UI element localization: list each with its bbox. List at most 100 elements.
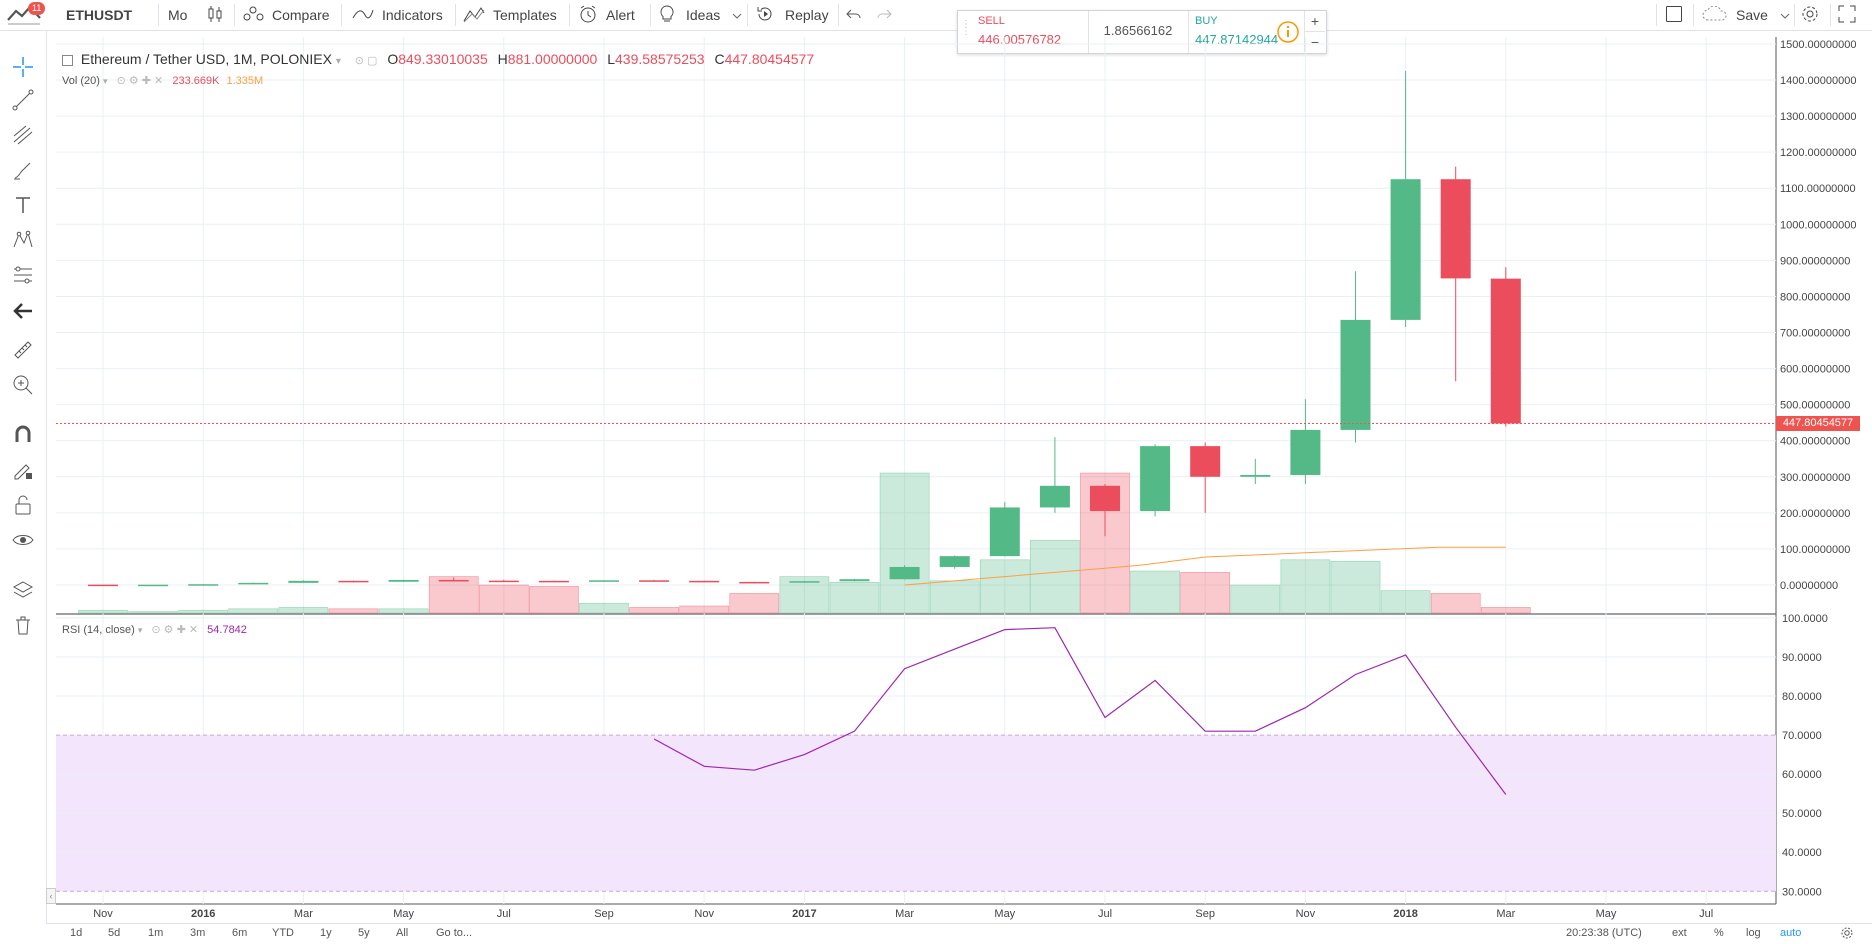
hide-toolbar-button[interactable] (10, 300, 36, 326)
pattern-tool[interactable] (10, 229, 36, 255)
top-toolbar: 11 ETHUSDT Mo Compare Indicators Templat… (0, 0, 1872, 31)
interval-button[interactable]: Mo (168, 7, 188, 23)
time-tick-label: Mar (294, 908, 313, 920)
plus-button[interactable]: + (1304, 11, 1325, 32)
ideas-button[interactable]: Ideas (658, 0, 742, 30)
candle-body (1039, 485, 1070, 508)
range-all[interactable]: All (396, 927, 409, 939)
rsi-legend: RSI (14, close) ▾ ⊙ ⚙ ✚ ✕ 54.7842 (62, 623, 247, 636)
collapse-legend-icon[interactable] (62, 54, 73, 66)
lock-drawings-tool[interactable] (10, 494, 36, 520)
drag-handle[interactable]: ⋮ ⋮ (961, 19, 971, 37)
range-3m[interactable]: 3m (190, 927, 206, 939)
hide-drawings-tool[interactable] (10, 529, 36, 555)
volume-bar (579, 602, 629, 614)
trendline-icon (12, 89, 34, 116)
settings-button[interactable] (1800, 0, 1820, 30)
indicators-button[interactable]: Indicators (352, 0, 443, 30)
candle-body (1090, 485, 1120, 512)
buy-button[interactable]: BUY 447.87142944 (1188, 11, 1287, 53)
clock-time[interactable]: 20:23:38 (UTC) (1566, 927, 1642, 939)
chart-type-button[interactable] (207, 0, 223, 30)
redo-button[interactable] (876, 0, 892, 30)
prediction-tool[interactable] (10, 264, 36, 290)
auto-toggle[interactable]: auto (1780, 927, 1802, 939)
menu-logo[interactable]: 11 (6, 0, 46, 30)
gear-icon (1800, 4, 1820, 27)
stay-in-drawing-tool[interactable] (10, 459, 36, 485)
volume-bar (278, 607, 329, 614)
sell-button[interactable]: SELL 446.00576782 (972, 11, 1089, 53)
log-toggle[interactable]: log (1746, 927, 1761, 939)
close-label: C (714, 51, 725, 67)
minus-button[interactable]: − (1304, 32, 1325, 52)
chevron-down-icon[interactable]: ▾ (137, 625, 143, 635)
series-title: Ethereum / Tether USD, 1M, POLONIEX (80, 51, 332, 67)
rsi-tick-label: 30.0000 (1782, 886, 1822, 898)
buy-label: BUY (1195, 15, 1218, 27)
open-label: O (387, 51, 399, 67)
candle-body (188, 584, 219, 586)
ext-toggle[interactable]: ext (1672, 927, 1687, 939)
crosshair-tool[interactable] (10, 56, 36, 82)
chevron-down-icon[interactable]: ▾ (335, 56, 341, 67)
info-button[interactable] (1276, 20, 1300, 49)
volume-bar (1230, 584, 1281, 614)
object-tree-tool[interactable] (10, 579, 36, 605)
symbol-search[interactable]: ETHUSDT (66, 7, 133, 23)
volume-legend: Vol (20) ▾ ⊙ ⚙ ✚ ✕ 233.669K 1.335M (62, 74, 263, 87)
volume-bar (1080, 472, 1130, 614)
percent-toggle[interactable]: % (1714, 927, 1724, 939)
volume-bar (829, 581, 880, 614)
range-ytd[interactable]: YTD (272, 927, 294, 939)
candle-body (1490, 278, 1521, 424)
rsi-settings-icons[interactable]: ⊙ ⚙ ✚ ✕ (151, 624, 199, 636)
zoom-tool[interactable] (10, 374, 36, 400)
candle-body (1390, 179, 1421, 320)
volume-bar (328, 608, 379, 614)
templates-icon (463, 5, 485, 26)
trendline-tool[interactable] (10, 89, 36, 115)
fib-tool[interactable] (10, 124, 36, 150)
templates-button[interactable]: Templates (463, 0, 557, 30)
chevron-down-icon[interactable]: ▾ (102, 76, 108, 86)
text-tool[interactable] (10, 194, 36, 220)
buy-price: 447.87142944 (1195, 32, 1279, 47)
time-tick-label: Nov (1296, 908, 1316, 920)
replay-button[interactable]: Replay (755, 0, 829, 30)
range-5y[interactable]: 5y (358, 927, 370, 939)
indicators-icon (352, 7, 374, 24)
range-6m[interactable]: 6m (232, 927, 248, 939)
undo-button[interactable] (846, 0, 862, 30)
gear-icon[interactable] (1840, 926, 1854, 943)
range-1y[interactable]: 1y (320, 927, 332, 939)
redo-icon (876, 7, 892, 24)
volume-bar (1030, 539, 1080, 614)
fullscreen-button[interactable] (1838, 0, 1856, 30)
panel-resize-handle[interactable]: ‹ (46, 888, 56, 904)
magnet-tool[interactable] (10, 423, 36, 449)
brush-tool[interactable] (10, 159, 36, 185)
range-1m[interactable]: 1m (148, 927, 164, 939)
compare-button[interactable]: Compare (242, 0, 330, 30)
layers-icon (12, 579, 34, 606)
volume-ma-line (904, 546, 1506, 586)
goto-button[interactable]: Go to... (436, 927, 473, 939)
sell-price: 446.00576782 (978, 32, 1062, 47)
candle-body (939, 556, 970, 567)
range-5d[interactable]: 5d (108, 927, 121, 939)
remove-drawings-tool[interactable] (10, 614, 36, 640)
volume-bar (529, 586, 579, 614)
alert-label: Alert (606, 7, 635, 23)
alert-button[interactable]: Alert (578, 0, 635, 30)
volume-settings-icons[interactable]: ⊙ ⚙ ✚ ✕ (116, 75, 164, 87)
volume-bar (879, 472, 930, 614)
magnet-icon (12, 423, 34, 450)
rsi-label: RSI (14, close) (62, 624, 135, 636)
range-1d[interactable]: 1d (70, 927, 83, 939)
save-button[interactable]: Save (1702, 0, 1790, 30)
measure-tool[interactable] (10, 339, 36, 365)
fullscreen-toggle[interactable] (1665, 0, 1683, 30)
legend-settings-icons[interactable]: ⊙ ▢ (354, 55, 378, 67)
